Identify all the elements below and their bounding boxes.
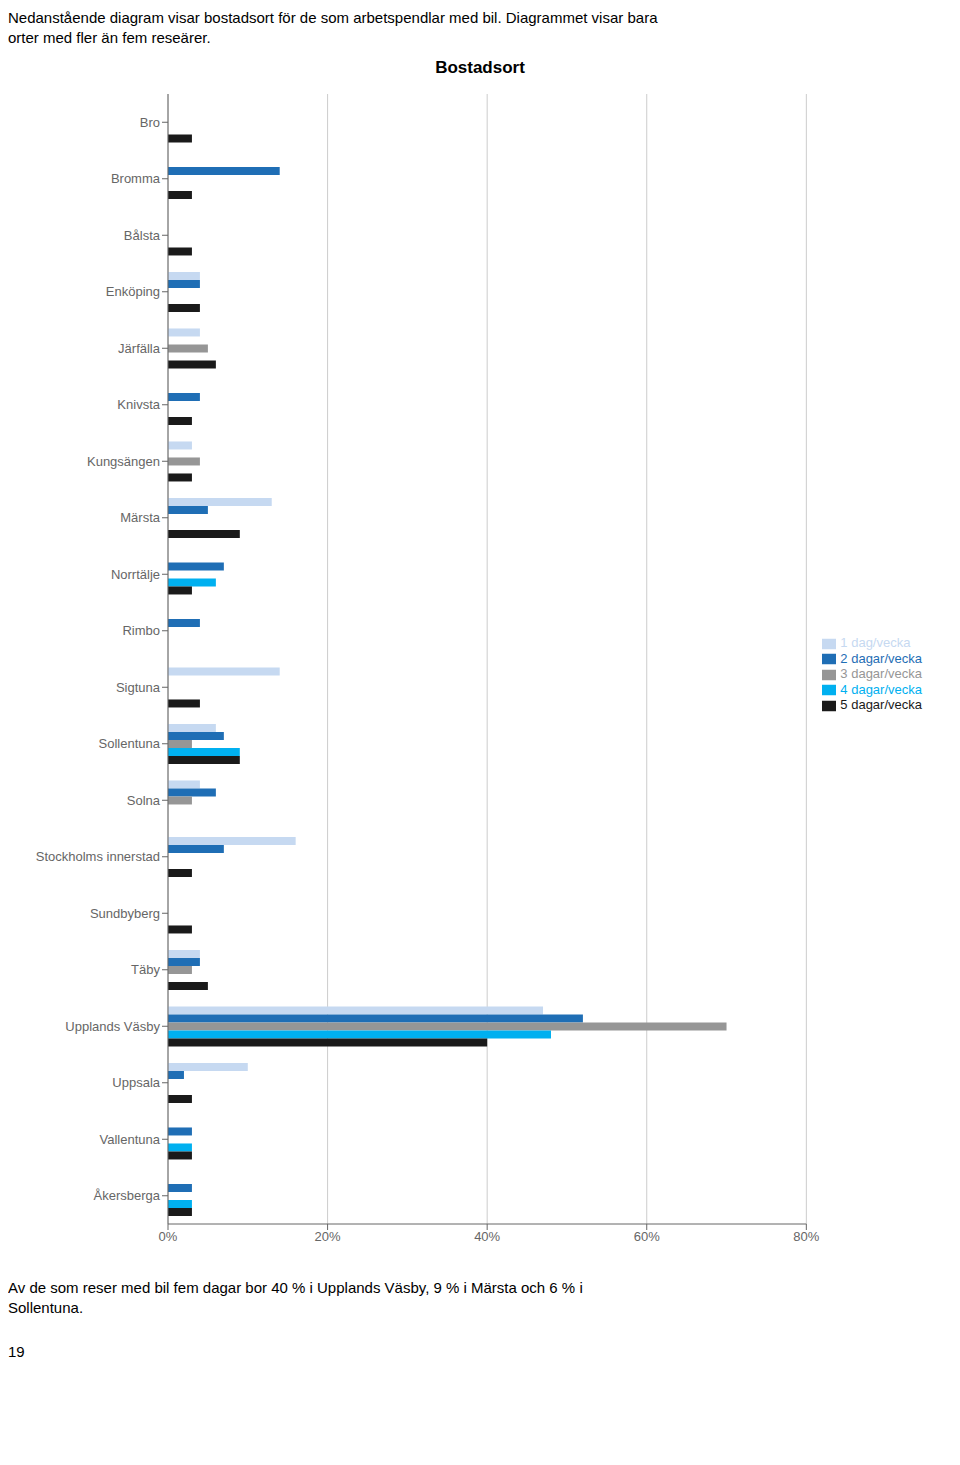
svg-text:Norrtälje: Norrtälje xyxy=(111,567,160,582)
html-text:2 dagar/vecka: 2 dagar/vecka xyxy=(840,650,922,666)
svg-text:Uppsala: Uppsala xyxy=(112,1075,160,1090)
html-text:4 dagar/vecka: 4 dagar/vecka xyxy=(840,681,922,697)
html-text:Av de som reser med bil fem da: Av de som reser med bil fem dagar bor 40… xyxy=(8,1279,583,1296)
html-text:5 dagar/vecka: 5 dagar/vecka xyxy=(840,697,922,713)
svg-text:Bromma: Bromma xyxy=(111,171,161,186)
svg-text:Sollentuna: Sollentuna xyxy=(99,736,161,751)
html-text:Bostadsort: Bostadsort xyxy=(435,58,525,77)
html-text:19: 19 xyxy=(8,1343,25,1360)
svg-text:Vallentuna: Vallentuna xyxy=(100,1132,161,1147)
svg-text:Bålsta: Bålsta xyxy=(124,228,161,243)
html-text:1 dag/vecka: 1 dag/vecka xyxy=(840,635,911,651)
svg-text:Sundbyberg: Sundbyberg xyxy=(90,906,160,921)
svg-text:Rimbo: Rimbo xyxy=(122,623,160,638)
svg-text:Märsta: Märsta xyxy=(120,510,161,525)
svg-text:Järfälla: Järfälla xyxy=(118,341,161,356)
svg-text:60%: 60% xyxy=(634,1229,660,1244)
svg-text:Täby: Täby xyxy=(131,962,160,977)
html-text:3 dagar/vecka: 3 dagar/vecka xyxy=(840,666,922,682)
svg-text:Knivsta: Knivsta xyxy=(117,397,160,412)
svg-text:Stockholms innerstad: Stockholms innerstad xyxy=(36,849,160,864)
svg-text:80%: 80% xyxy=(793,1229,819,1244)
svg-text:Kungsängen: Kungsängen xyxy=(87,454,160,469)
html-text:orter med fler än fem reseärer: orter med fler än fem reseärer. xyxy=(8,29,211,46)
svg-text:20%: 20% xyxy=(315,1229,341,1244)
svg-text:40%: 40% xyxy=(474,1229,500,1244)
svg-text:Enköping: Enköping xyxy=(106,284,160,299)
html-text:Sollentuna.: Sollentuna. xyxy=(8,1299,84,1316)
svg-text:0%: 0% xyxy=(159,1229,178,1244)
svg-text:Åkersberga: Åkersberga xyxy=(94,1188,161,1203)
svg-text:Solna: Solna xyxy=(127,793,161,808)
html-text:Nedanstående diagram visar bos: Nedanstående diagram visar bostadsort fö… xyxy=(8,9,658,26)
svg-text:Sigtuna: Sigtuna xyxy=(116,680,161,695)
svg-text:Bro: Bro xyxy=(140,115,160,130)
svg-text:Upplands Väsby: Upplands Väsby xyxy=(65,1019,160,1034)
